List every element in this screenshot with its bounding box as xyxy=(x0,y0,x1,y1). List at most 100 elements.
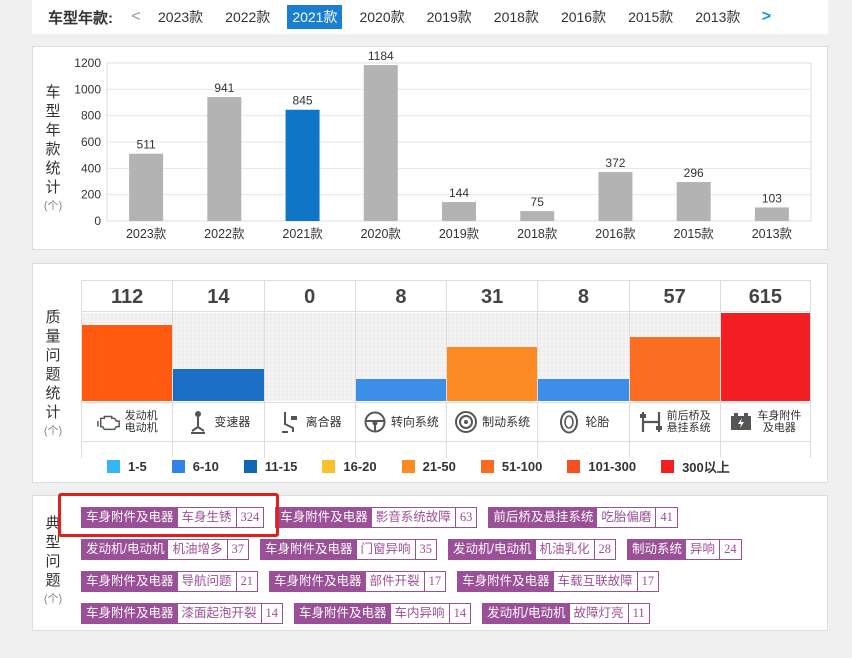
quality-column-4[interactable]: 31 制动系统 xyxy=(446,280,538,458)
quality-count: 57 xyxy=(629,280,720,312)
quality-column-0[interactable]: 112 发动机 电动机 xyxy=(81,280,173,458)
x-tick-label: 2023款 xyxy=(126,227,167,241)
year-option-2[interactable]: 2021款 xyxy=(287,5,343,29)
bar-2021款[interactable] xyxy=(285,109,320,221)
issue-tag[interactable]: 车身附件及电器 车身生锈 324 xyxy=(81,507,265,528)
quality-category: 轮胎 xyxy=(538,402,629,442)
issue-tag[interactable]: 前后桥及悬挂系统 吃胎偏磨 41 xyxy=(488,507,678,528)
y-tick-label: 1000 xyxy=(74,82,101,96)
quality-legend: 1-5 6-10 11-15 16-20 21-50 51-100 101-300 300以上 xyxy=(107,457,755,476)
x-tick-label: 2019款 xyxy=(439,227,480,241)
issue-tag[interactable]: 车身附件及电器 门窗异响 35 xyxy=(260,539,438,560)
issue-count: 63 xyxy=(454,508,477,527)
y-tick-label: 600 xyxy=(81,135,101,149)
issue-tag[interactable]: 发动机/电动机 故障灯亮 11 xyxy=(482,603,650,624)
prev-year-arrow[interactable]: < xyxy=(131,8,141,25)
issue-name: 漆面起泡开裂 xyxy=(177,604,261,623)
bar-2022款[interactable] xyxy=(207,97,242,221)
x-tick-label: 2022款 xyxy=(204,227,245,241)
side-label-char: 计 xyxy=(45,179,61,196)
legend-swatch xyxy=(401,460,415,473)
issue-tag[interactable]: 发动机/电动机 机油乳化 28 xyxy=(448,539,617,560)
quality-column-6[interactable]: 57 前后桥及 悬挂系统 xyxy=(628,280,720,458)
quality-category: 离合器 xyxy=(264,402,355,442)
legend-swatch xyxy=(322,460,336,473)
year-option-4[interactable]: 2019款 xyxy=(426,9,472,25)
issue-category: 车身附件及电器 xyxy=(276,508,372,527)
steering-wheel-icon xyxy=(363,410,387,434)
quality-bar-track xyxy=(447,313,538,401)
issue-count: 324 xyxy=(235,508,264,527)
quality-category: 转向系统 xyxy=(355,402,446,442)
quality-count: 0 xyxy=(264,280,355,312)
issue-count: 35 xyxy=(414,540,437,559)
bar-2023款[interactable] xyxy=(129,153,164,221)
issue-tag[interactable]: 车身附件及电器 车内异响 14 xyxy=(294,603,472,624)
engine-icon xyxy=(96,410,121,434)
quality-stats-panel: 质量问题统计 (个) 112 发动机 电动机 14 变速器 0 离合器 8 转向系统 31 制动系统… xyxy=(32,263,828,483)
year-option-8[interactable]: 2013款 xyxy=(695,9,741,25)
issue-category: 车身附件及电器 xyxy=(295,604,391,623)
quality-grid: 112 发动机 电动机 14 变速器 0 离合器 8 转向系统 31 制动系统 8 轮胎 57 前后桥及 … xyxy=(81,280,811,458)
side-label-char: 年 xyxy=(45,122,61,139)
side-label-char: 统 xyxy=(45,160,61,177)
issue-tag[interactable]: 制动系统 异响 24 xyxy=(627,539,742,560)
quality-count: 8 xyxy=(538,280,629,312)
year-option-3[interactable]: 2020款 xyxy=(359,9,405,25)
legend-label: 101-300 xyxy=(588,459,637,474)
side-label-unit: (个) xyxy=(43,200,63,212)
bar-2019款[interactable] xyxy=(442,202,476,221)
quality-column-1[interactable]: 14 变速器 xyxy=(172,280,264,458)
issue-tag[interactable]: 车身附件及电器 导航问题 21 xyxy=(81,571,259,592)
bar-2020款[interactable] xyxy=(363,65,398,222)
issue-name: 部件开裂 xyxy=(365,572,424,591)
issue-count: 11 xyxy=(627,604,649,623)
issue-tag[interactable]: 车身附件及电器 车载互联故障 17 xyxy=(457,571,660,592)
x-tick-label: 2018款 xyxy=(517,227,558,241)
x-tick-label: 2021款 xyxy=(282,227,323,241)
bar-2016款[interactable] xyxy=(598,172,633,221)
quality-column-7[interactable]: 615 车身附件 及电器 xyxy=(719,280,811,458)
issue-count: 14 xyxy=(260,604,283,623)
year-option-1[interactable]: 2022款 xyxy=(225,9,271,25)
legend-swatch xyxy=(661,460,675,473)
bar-2015款[interactable] xyxy=(676,182,711,221)
quality-column-2[interactable]: 0 离合器 xyxy=(263,280,355,458)
bar-value-label: 941 xyxy=(214,81,234,95)
issue-tag[interactable]: 车身附件及电器 影音系统故障 63 xyxy=(275,507,478,528)
year-option-0[interactable]: 2023款 xyxy=(158,9,204,25)
issue-count: 37 xyxy=(226,540,248,559)
legend-item: 16-20 xyxy=(322,459,377,474)
typical-issues-list: 车身附件及电器 车身生锈 324 车身附件及电器 影音系统故障 63 前后桥及悬挂系统 吃胎偏… xyxy=(81,507,821,635)
y-tick-label: 0 xyxy=(94,214,101,228)
issue-tag[interactable]: 车身附件及电器 部件开裂 17 xyxy=(269,571,447,592)
year-option-7[interactable]: 2015款 xyxy=(628,9,674,25)
legend-label: 300以上 xyxy=(682,460,730,475)
side-label-char: 典 xyxy=(45,515,61,532)
bar-value-label: 75 xyxy=(531,195,545,209)
quality-column-3[interactable]: 8 转向系统 xyxy=(354,280,446,458)
year-option-6[interactable]: 2016款 xyxy=(560,9,607,25)
quality-stats-side-label: 质量问题统计 (个) xyxy=(33,308,73,441)
year-option-5[interactable]: 2018款 xyxy=(493,9,539,25)
side-label-char: 题 xyxy=(45,572,61,589)
quality-column-5[interactable]: 8 轮胎 xyxy=(537,280,629,458)
issue-row: 发动机/电动机 机油增多 37 车身附件及电器 门窗异响 35 发动机/电动机 机油乳化 28 制… xyxy=(81,539,821,560)
bar-2013款[interactable] xyxy=(754,207,789,221)
tire-icon xyxy=(557,410,581,434)
issue-category: 发动机/电动机 xyxy=(449,540,536,559)
quality-bar xyxy=(720,313,810,401)
quality-category-label: 离合器 xyxy=(305,414,342,429)
bar-2018款[interactable] xyxy=(520,211,555,221)
issue-row: 车身附件及电器 漆面起泡开裂 14 车身附件及电器 车内异响 14 发动机/电动机 故障灯亮 1… xyxy=(81,603,821,624)
issue-tag[interactable]: 车身附件及电器 漆面起泡开裂 14 xyxy=(81,603,284,624)
x-tick-label: 2015款 xyxy=(674,227,715,241)
quality-category: 发动机 电动机 xyxy=(82,402,173,442)
quality-bar-track xyxy=(82,313,173,401)
side-label-char: 统 xyxy=(45,385,61,402)
next-year-arrow[interactable]: > xyxy=(761,8,772,25)
legend-item: 51-100 xyxy=(480,459,542,474)
issue-category: 车身附件及电器 xyxy=(270,572,366,591)
legend-swatch xyxy=(480,460,494,473)
issue-tag[interactable]: 发动机/电动机 机油增多 37 xyxy=(81,539,249,560)
